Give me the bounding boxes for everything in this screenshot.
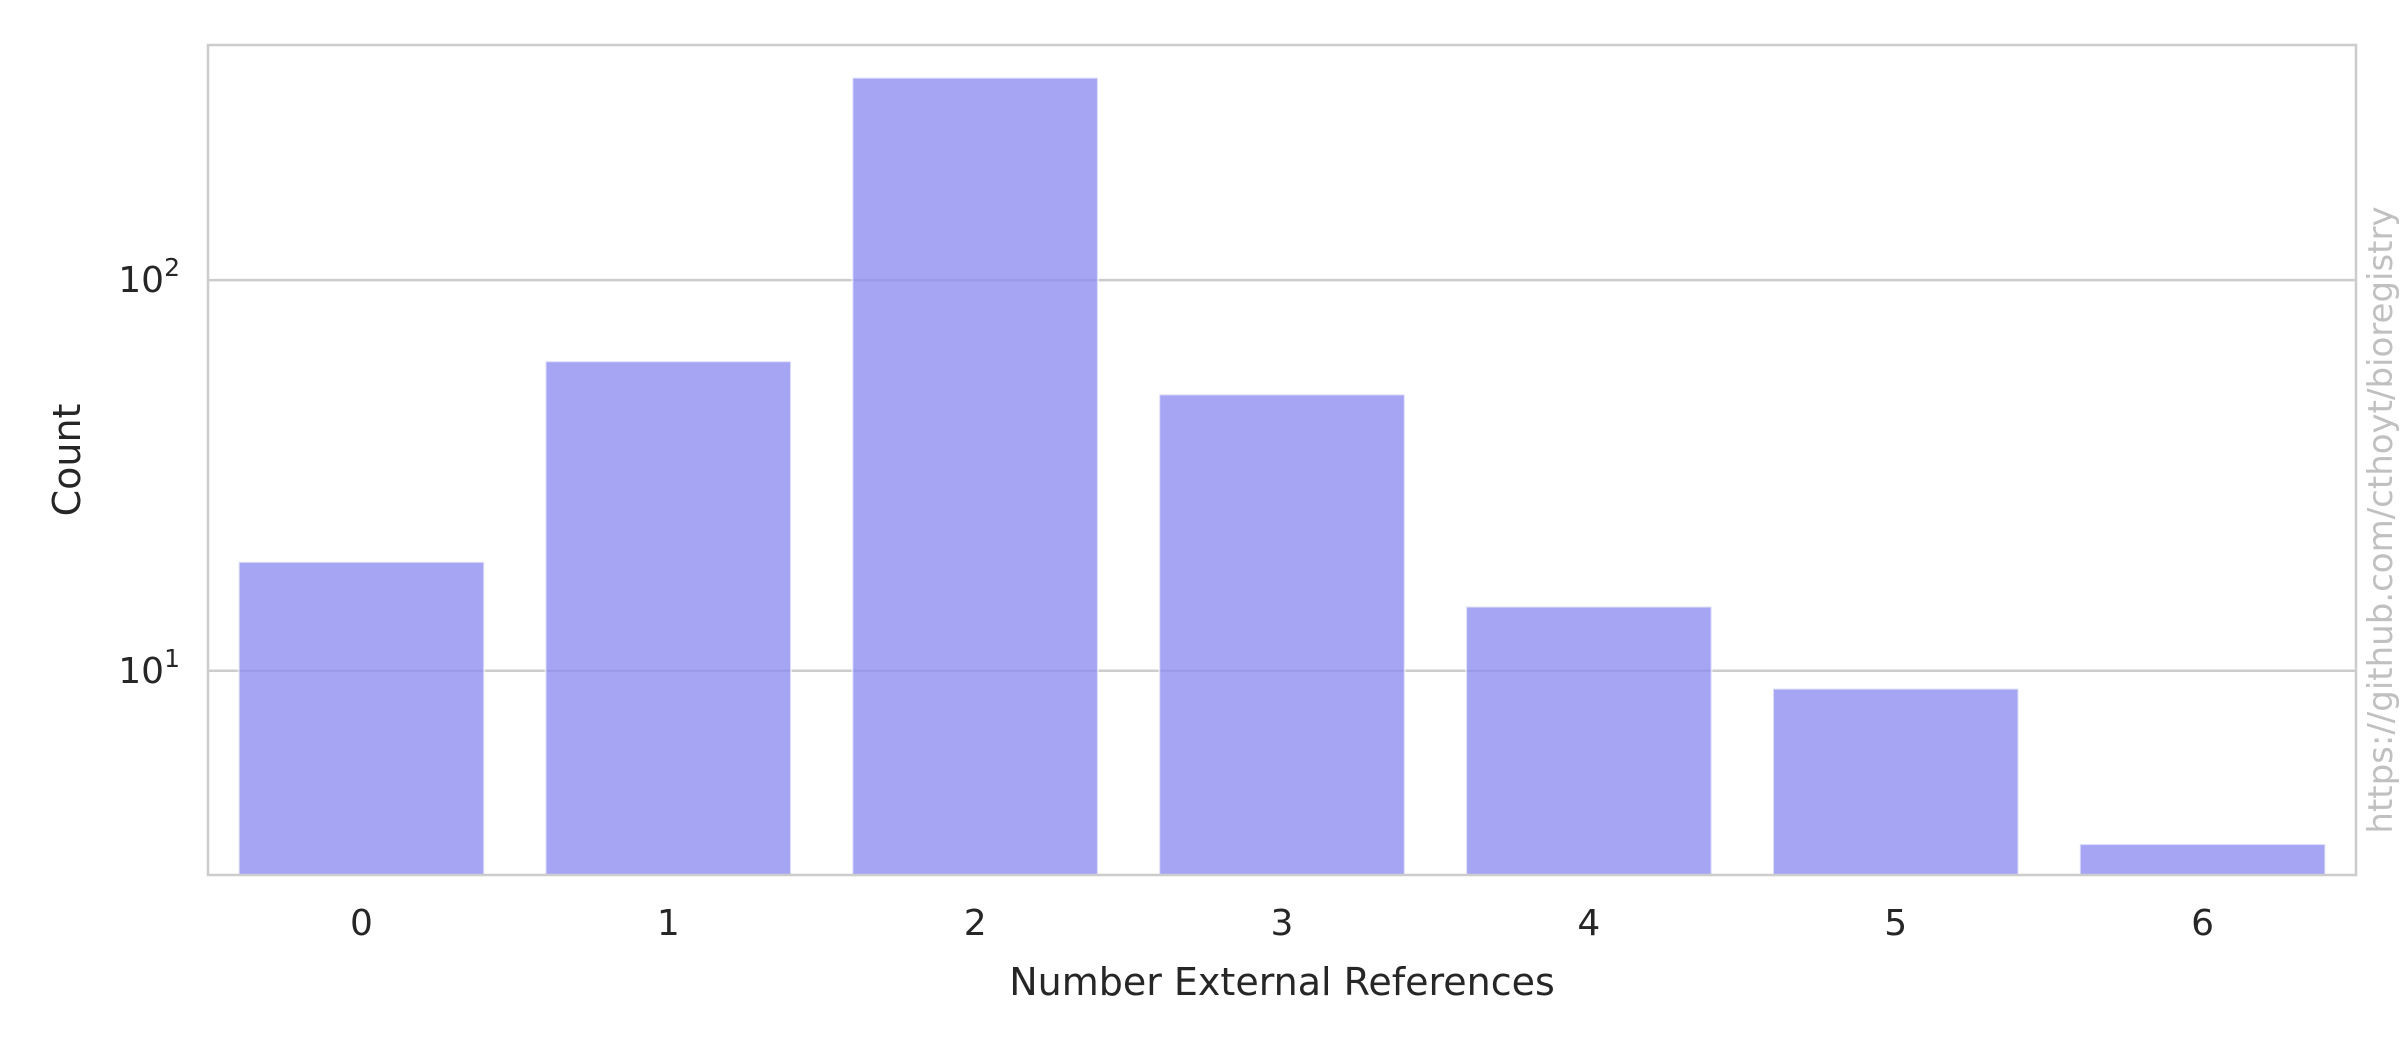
x-tick-label: 6 — [2191, 903, 2214, 944]
bars — [237, 76, 2327, 876]
x-axis-label: Number External References — [1009, 960, 1555, 1004]
x-tick-labels: 0 1 2 3 4 5 6 — [350, 903, 2214, 944]
x-tick-label: 5 — [1884, 903, 1907, 944]
y-axis-label: Count — [45, 404, 89, 517]
bar-1 — [544, 360, 793, 876]
watermark-text: https://github.com/cthoyt/bioregistry — [2361, 206, 2400, 833]
x-tick-label: 1 — [657, 903, 680, 944]
plot-frame — [206, 43, 2358, 877]
bar-4 — [1465, 605, 1713, 876]
y-tick-labels: 101 102 — [118, 253, 180, 692]
bar-3 — [1158, 393, 1406, 876]
x-tick-label: 4 — [1577, 903, 1600, 944]
y-tick-label: 102 — [118, 253, 180, 301]
y-tick-label: 101 — [118, 644, 180, 692]
bar-5 — [1771, 687, 2020, 876]
bar-6 — [2078, 843, 2327, 876]
bar-0 — [237, 560, 486, 876]
x-tick-label: 3 — [1271, 903, 1294, 944]
bar-2 — [851, 76, 1099, 876]
x-tick-label: 2 — [964, 903, 987, 944]
x-tick-label: 0 — [350, 903, 373, 944]
